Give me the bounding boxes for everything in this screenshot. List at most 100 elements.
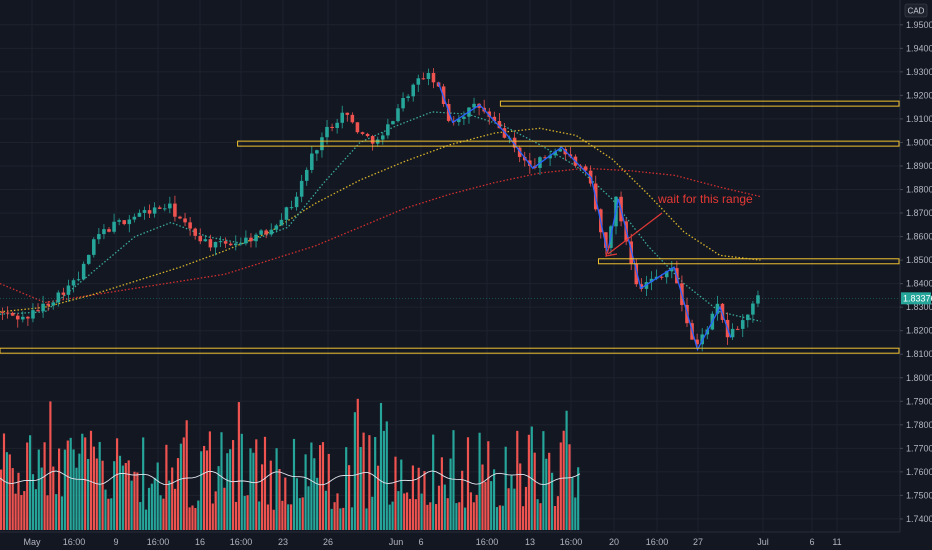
volume-bar bbox=[214, 491, 217, 530]
candle-body bbox=[5, 312, 10, 314]
volume-bar bbox=[261, 464, 264, 530]
candle-body bbox=[223, 241, 228, 244]
candle-body bbox=[720, 303, 725, 320]
volume-bar bbox=[240, 433, 243, 530]
level-target-range[interactable] bbox=[598, 258, 900, 265]
volume-bar bbox=[516, 430, 519, 530]
candle-body bbox=[740, 320, 745, 329]
candle-body bbox=[492, 116, 497, 122]
candle-body bbox=[553, 151, 557, 156]
volume-bar bbox=[437, 485, 441, 530]
annotation[interactable]: wait for this range bbox=[605, 192, 753, 257]
volume-bar bbox=[43, 442, 46, 530]
volume-bar bbox=[475, 494, 478, 530]
volume-bar bbox=[556, 496, 559, 530]
swing-path bbox=[437, 82, 732, 352]
price-tick-label: 1.76000 bbox=[906, 467, 932, 477]
volume-bar bbox=[182, 437, 185, 530]
volume-bar bbox=[101, 460, 104, 530]
price-tick-label: 1.75000 bbox=[906, 490, 932, 500]
candle-body bbox=[36, 310, 40, 312]
volume-bar bbox=[565, 410, 568, 530]
candle-body bbox=[649, 278, 654, 283]
volume-bar bbox=[95, 458, 98, 530]
volume-bar bbox=[92, 446, 95, 530]
volume-bar bbox=[31, 474, 35, 530]
price-levels[interactable] bbox=[0, 100, 900, 354]
level-resistance-mid[interactable] bbox=[237, 140, 900, 147]
volume-bar bbox=[562, 430, 565, 530]
volume-bar bbox=[136, 472, 139, 530]
candle-body bbox=[51, 302, 56, 306]
volume-bar bbox=[481, 464, 484, 530]
price-tick-label: 1.91000 bbox=[906, 114, 932, 124]
volume-bar bbox=[55, 494, 58, 530]
candle-body bbox=[152, 207, 157, 214]
candle-body bbox=[97, 234, 101, 240]
candle-body bbox=[330, 126, 334, 128]
ma-yellow-line bbox=[0, 127, 761, 313]
level-support-bottom[interactable] bbox=[0, 347, 900, 354]
volume-bar bbox=[350, 507, 354, 530]
volume-bar bbox=[417, 467, 420, 530]
price-tick-label: 1.80000 bbox=[906, 373, 932, 383]
volume-bar bbox=[176, 458, 180, 530]
candle-body bbox=[472, 103, 476, 108]
volume-bar bbox=[40, 467, 43, 530]
volume-bar bbox=[130, 480, 133, 530]
level-resistance-top[interactable] bbox=[499, 100, 900, 107]
volume-bar bbox=[223, 487, 226, 530]
volume-bar bbox=[484, 481, 487, 530]
volume-bar bbox=[171, 467, 174, 530]
candle-body bbox=[274, 225, 279, 230]
candle-body bbox=[254, 234, 258, 242]
time-axis[interactable]: May 16:00 9 16:00 16 16:00 23 26 Jun 6 16:00 13 16:0… bbox=[23, 537, 841, 547]
time-tick-label: 27 bbox=[693, 537, 703, 547]
price-tick-label: 1.89000 bbox=[906, 161, 932, 171]
volume-bar bbox=[58, 448, 61, 530]
volume-bar bbox=[87, 458, 90, 530]
volume-bar bbox=[391, 501, 394, 530]
candle-body bbox=[188, 222, 192, 229]
candle-body bbox=[213, 241, 218, 248]
candle-body bbox=[41, 303, 45, 312]
candle-body bbox=[634, 263, 639, 285]
volume-bar bbox=[574, 497, 577, 530]
volume-bar bbox=[168, 480, 171, 530]
candle-body bbox=[746, 314, 750, 321]
candle-body bbox=[249, 237, 253, 242]
candle-body bbox=[355, 122, 360, 133]
candle-body bbox=[320, 137, 324, 151]
candle-body bbox=[163, 208, 167, 210]
candle-body bbox=[391, 121, 395, 125]
volume-bar bbox=[353, 412, 356, 530]
price-tick-label: 1.94000 bbox=[906, 43, 932, 53]
volume-bar bbox=[365, 508, 368, 530]
candle-body bbox=[142, 210, 147, 213]
candle-body bbox=[168, 203, 172, 209]
volume-bar bbox=[185, 420, 188, 530]
candle-body bbox=[122, 220, 126, 225]
candle-body bbox=[0, 311, 5, 313]
volume-bar bbox=[281, 500, 284, 530]
volume-bar bbox=[252, 452, 255, 530]
candle-body bbox=[365, 133, 370, 137]
candle-body bbox=[21, 316, 25, 320]
volume-bar bbox=[0, 469, 3, 530]
volume-bar bbox=[316, 477, 319, 530]
volume-bar bbox=[423, 471, 426, 530]
volume-bar bbox=[139, 502, 142, 530]
volume-bar bbox=[406, 492, 409, 530]
currency-label: CAD bbox=[908, 7, 925, 16]
volume-bar bbox=[524, 486, 528, 530]
annotation-text: wait for this range bbox=[657, 192, 753, 206]
time-tick-label: 16:00 bbox=[63, 537, 86, 547]
volume-bar bbox=[29, 435, 32, 530]
volume-bar bbox=[188, 507, 191, 530]
candle-body bbox=[426, 72, 431, 79]
volume-bar bbox=[249, 448, 252, 530]
volume-bar bbox=[165, 444, 168, 530]
price-axis[interactable]: 1.95000 1.94000 1.93000 1.92000 1.91000 1.900… bbox=[900, 20, 932, 524]
time-tick-label: 16:00 bbox=[230, 537, 253, 547]
